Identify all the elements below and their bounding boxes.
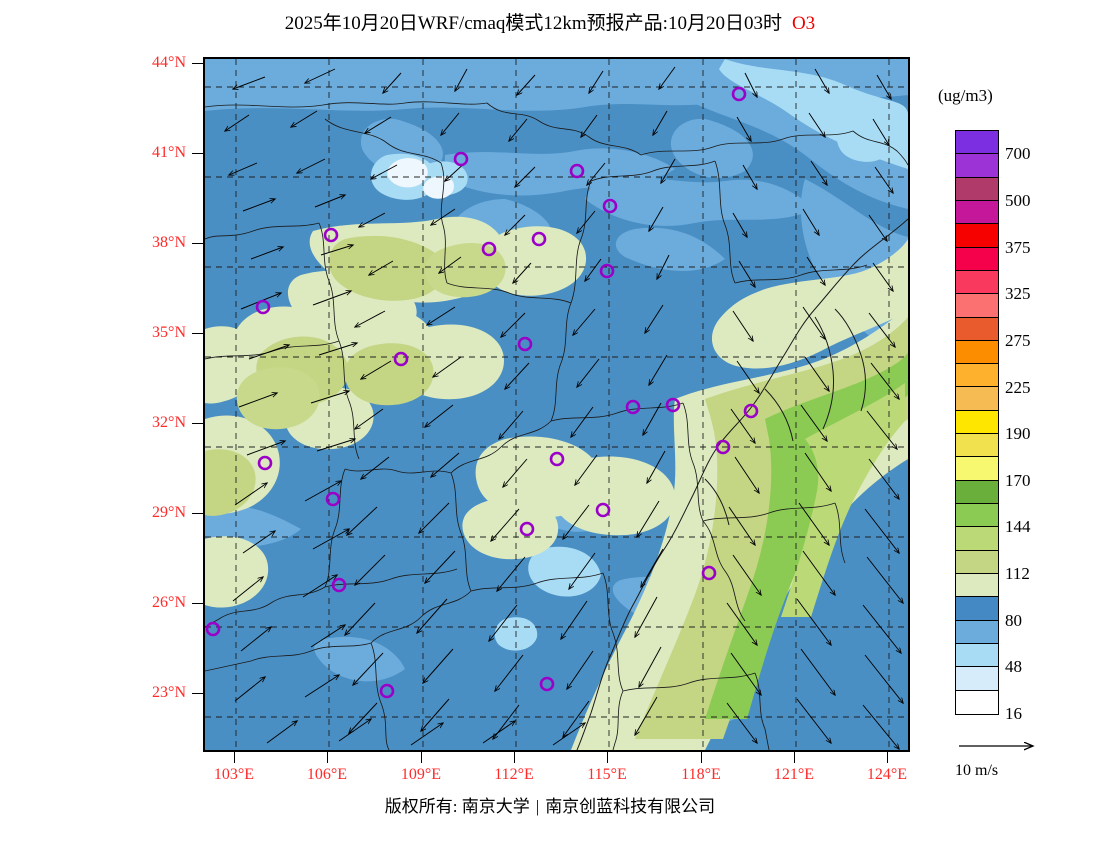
colorbar-cell: [956, 224, 998, 248]
lon-tick-109: [421, 752, 422, 763]
lon-tick-106: [327, 752, 328, 763]
colorbar-cell: [956, 620, 998, 644]
lon-tick-118: [701, 752, 702, 763]
colorbar-tick-144: 144: [1005, 517, 1031, 537]
lon-tick-115: [607, 752, 608, 763]
colorbar-cell: [956, 527, 998, 551]
colorbar-tick-275: 275: [1005, 330, 1031, 350]
colorbar-cell: [956, 200, 998, 225]
colorbar-tick-190: 190: [1005, 424, 1031, 444]
colorbar-cell: [956, 364, 998, 388]
colorbar-cell: [956, 667, 998, 691]
colorbar-tick-375: 375: [1005, 237, 1031, 257]
colorbar-tick-700: 700: [1005, 144, 1031, 164]
lon-tick-124: [887, 752, 888, 763]
colorbar[interactable]: 700 500 375 325 275 225 190 170 144 112 80 48 16: [955, 130, 1031, 723]
colorbar-cell: [956, 247, 998, 271]
lat-label-41: 41°N: [152, 144, 186, 161]
map-canvas: [205, 59, 908, 750]
title-text: 2025年10月20日WRF/cmaq模式12km预报产品:10月20日03时: [284, 13, 782, 34]
colorbar-cell: [956, 690, 998, 714]
lat-label-38: 38°N: [152, 234, 186, 251]
lon-label-115: 115°E: [587, 766, 627, 783]
colorbar-units: (ug/m3): [938, 86, 993, 105]
colorbar-cell: [956, 434, 998, 458]
colorbar-tick-16: 16: [1005, 704, 1022, 723]
colorbar-tick-80: 80: [1005, 610, 1022, 630]
lon-label-118: 118°E: [681, 766, 721, 783]
colorbar-tick-325: 325: [1005, 284, 1031, 304]
lat-tick-29: [192, 513, 203, 514]
footer-copyright: 版权所有: 南京大学: [384, 797, 530, 816]
colorbar-cell: [956, 457, 998, 481]
lat-label-29: 29°N: [152, 504, 186, 521]
footer-separator: |: [535, 797, 540, 816]
wind-scale-label: 10 m/s: [955, 762, 999, 779]
lat-tick-23: [192, 693, 203, 694]
lon-label-109: 109°E: [400, 766, 442, 783]
lon-label-121: 121°E: [773, 766, 815, 783]
colorbar-cell: [956, 410, 998, 435]
colorbar-cell: [956, 387, 998, 411]
lon-label-112: 112°E: [494, 766, 534, 783]
colorbar-cell: [956, 270, 998, 295]
colorbar-tick-225: 225: [1005, 377, 1031, 397]
lon-label-106: 106°E: [306, 766, 348, 783]
species-label: O3: [791, 13, 816, 34]
lat-label-32: 32°N: [152, 414, 186, 431]
footer-company: 南京创蓝科技有限公司: [545, 797, 716, 816]
lat-label-35: 35°N: [152, 324, 186, 341]
colorbar-swatches: [955, 130, 999, 715]
colorbar-tick-48: 48: [1005, 657, 1022, 677]
lat-tick-32: [192, 423, 203, 424]
colorbar-cell: [956, 480, 998, 504]
lon-label-124: 124°E: [866, 766, 908, 783]
colorbar-tick-170: 170: [1005, 470, 1031, 490]
forecast-map[interactable]: [203, 57, 910, 752]
colorbar-cell: [956, 177, 998, 201]
lat-label-23: 23°N: [152, 684, 186, 701]
lat-tick-41: [192, 153, 203, 154]
lon-tick-103: [234, 752, 235, 763]
lat-label-44: 44°N: [152, 54, 186, 71]
colorbar-cell: [956, 550, 998, 574]
colorbar-cell: [956, 154, 998, 178]
lon-tick-112: [514, 752, 515, 763]
colorbar-cell: [956, 294, 998, 318]
lon-tick-121: [794, 752, 795, 763]
lat-label-26: 26°N: [152, 594, 186, 611]
colorbar-cell: [956, 597, 998, 621]
lat-tick-35: [192, 333, 203, 334]
colorbar-tick-500: 500: [1005, 190, 1031, 210]
lat-tick-26: [192, 603, 203, 604]
colorbar-cell: [956, 643, 998, 668]
lat-tick-44: [192, 63, 203, 64]
footer: 版权所有: 南京大学 | 南京创蓝科技有限公司: [0, 792, 1100, 817]
colorbar-cell: [956, 573, 998, 598]
page-title: 2025年10月20日WRF/cmaq模式12km预报产品:10月20日03时 O…: [0, 8, 1100, 35]
lon-label-103: 103°E: [213, 766, 255, 783]
colorbar-tick-112: 112: [1005, 564, 1030, 584]
wind-arrow-icon: [959, 735, 1047, 755]
colorbar-cell: [956, 317, 998, 341]
lat-tick-38: [192, 243, 203, 244]
colorbar-cell: [956, 340, 998, 365]
colorbar-cell: [956, 504, 998, 528]
wind-scale-legend: 10 m/s: [955, 735, 1085, 780]
colorbar-cell: [956, 131, 998, 155]
